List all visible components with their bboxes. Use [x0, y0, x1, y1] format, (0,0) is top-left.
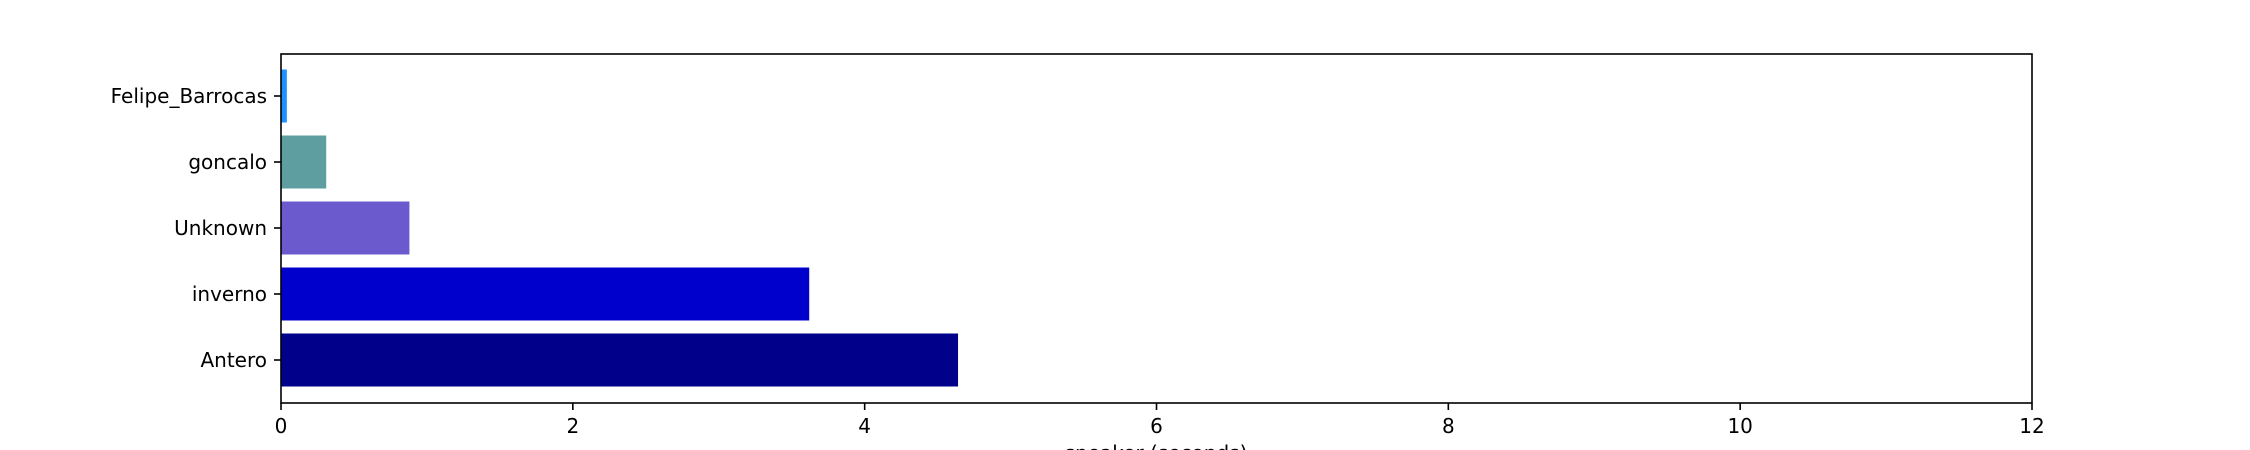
x-tick-label: 8	[1442, 414, 1455, 438]
bar-unknown	[281, 201, 410, 255]
y-tick-label: inverno	[192, 282, 267, 306]
x-tick-label: 6	[1150, 414, 1163, 438]
bars-group	[281, 69, 959, 387]
x-tick-label: 10	[1727, 414, 1752, 438]
x-tick-label: 0	[275, 414, 288, 438]
y-tick-label: Antero	[200, 348, 267, 372]
bar-felipe-barrocas	[281, 69, 287, 123]
bar-inverno	[281, 267, 810, 321]
y-tick-label: Unknown	[174, 216, 267, 240]
y-tick-label: goncalo	[188, 150, 267, 174]
x-tick-label: 12	[2019, 414, 2044, 438]
bar-antero	[281, 333, 959, 387]
y-axis: Antero inverno Unknown goncalo Felipe_Barroc…	[111, 84, 281, 372]
bar-goncalo	[281, 135, 327, 189]
x-tick-label: 2	[566, 414, 579, 438]
x-axis: 0 2 4 6 8 10 12	[275, 403, 2045, 438]
x-axis-label: speaker (seconds)	[1065, 441, 1248, 450]
plot-frame	[280, 53, 2033, 404]
y-tick-label: Felipe_Barrocas	[111, 84, 267, 108]
x-tick-label: 4	[858, 414, 871, 438]
